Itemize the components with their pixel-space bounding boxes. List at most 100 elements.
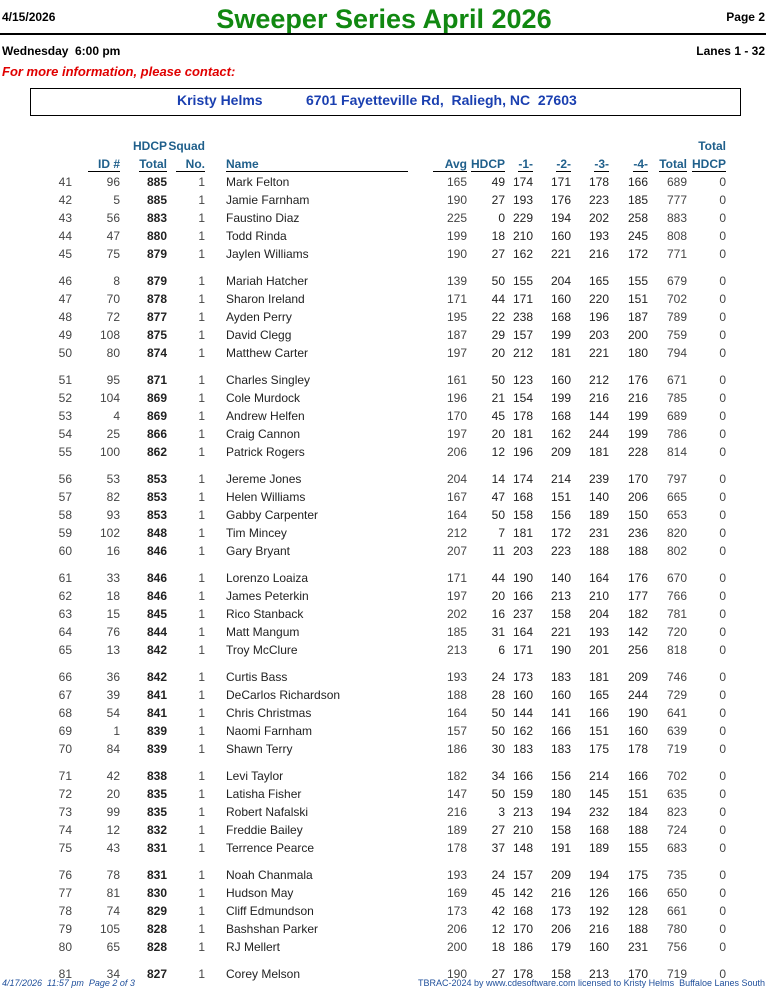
cell: 167 xyxy=(446,490,467,504)
cell: 820 xyxy=(666,526,687,540)
cell: 1 xyxy=(198,391,205,405)
cell: 885 xyxy=(146,175,167,189)
cell: 209 xyxy=(627,670,648,684)
rank: 67 xyxy=(58,688,72,702)
cell: 108 xyxy=(99,328,120,342)
cell: 1 xyxy=(198,904,205,918)
cell: 158 xyxy=(550,823,571,837)
cell: 212 xyxy=(446,526,467,540)
bowler-name: DeCarlos Richardson xyxy=(226,688,341,702)
cell: 0 xyxy=(719,688,726,702)
bowler-name: Todd Rinda xyxy=(226,229,287,243)
cell: 65 xyxy=(106,940,120,954)
column-header: No. xyxy=(175,157,205,172)
cell: 45 xyxy=(491,886,505,900)
cell: 0 xyxy=(719,310,726,324)
bowler-name: Gabby Carpenter xyxy=(226,508,319,522)
cell: 182 xyxy=(446,769,467,783)
cell: 223 xyxy=(588,193,609,207)
cell: 164 xyxy=(512,625,533,639)
cell: 140 xyxy=(550,571,571,585)
cell: 639 xyxy=(666,724,687,738)
rank: 61 xyxy=(58,571,72,585)
cell: 202 xyxy=(588,211,609,225)
column-header: HDCP xyxy=(470,157,505,172)
cell: 196 xyxy=(446,391,467,405)
cell: 144 xyxy=(512,706,533,720)
cell: 1 xyxy=(198,706,205,720)
time: 6:00 pm xyxy=(75,44,121,58)
cell: 1 xyxy=(198,229,205,243)
rank: 53 xyxy=(58,409,72,423)
cell: 689 xyxy=(666,409,687,423)
rule xyxy=(0,33,766,35)
cell: 845 xyxy=(146,607,167,621)
cell: 209 xyxy=(550,868,571,882)
rank: 75 xyxy=(58,841,72,855)
cell: 194 xyxy=(588,868,609,882)
cell: 174 xyxy=(512,472,533,486)
cell: 183 xyxy=(550,670,571,684)
cell: 0 xyxy=(719,508,726,522)
cell: 156 xyxy=(550,769,571,783)
cell: 165 xyxy=(588,274,609,288)
cell: 1 xyxy=(198,490,205,504)
cell: 194 xyxy=(550,211,571,225)
column-header: Total xyxy=(139,157,167,172)
cell: 16 xyxy=(106,544,120,558)
cell: 142 xyxy=(512,886,533,900)
cell: 160 xyxy=(588,940,609,954)
cell: 187 xyxy=(627,310,648,324)
bowler-name: Tim Mincey xyxy=(226,526,287,540)
cell: 178 xyxy=(512,967,533,981)
rank: 48 xyxy=(58,310,72,324)
cell: 50 xyxy=(491,706,505,720)
bowler-name: Mariah Hatcher xyxy=(226,274,309,288)
cell: 187 xyxy=(446,328,467,342)
cell: 1 xyxy=(198,643,205,657)
cell: 99 xyxy=(106,805,120,819)
bowler-name: Ayden Perry xyxy=(226,310,292,324)
cell: 0 xyxy=(719,373,726,387)
cell: 239 xyxy=(588,472,609,486)
cell: 34 xyxy=(106,967,120,981)
cell: 866 xyxy=(146,427,167,441)
cell: 166 xyxy=(550,724,571,738)
cell: 841 xyxy=(146,688,167,702)
cell: 216 xyxy=(588,247,609,261)
bowler-name: Terrence Pearce xyxy=(226,841,315,855)
cell: 202 xyxy=(446,607,467,621)
cell: 1 xyxy=(198,292,205,306)
cell: 220 xyxy=(588,292,609,306)
cell: 168 xyxy=(550,409,571,423)
cell: 216 xyxy=(446,805,467,819)
cell: 96 xyxy=(106,175,120,189)
cell: 169 xyxy=(446,886,467,900)
cell: 160 xyxy=(550,373,571,387)
cell: 650 xyxy=(666,886,687,900)
cell: 1 xyxy=(198,967,205,981)
rank: 56 xyxy=(58,472,72,486)
bowler-name: Jaylen Williams xyxy=(226,247,309,261)
cell: 128 xyxy=(627,904,648,918)
cell: 166 xyxy=(627,769,648,783)
cell: 14 xyxy=(491,472,505,486)
cell: 34 xyxy=(491,769,505,783)
cell: 44 xyxy=(491,571,505,585)
cell: 1 xyxy=(198,571,205,585)
cell: 173 xyxy=(446,904,467,918)
cell: 869 xyxy=(146,409,167,423)
rank: 73 xyxy=(58,805,72,819)
cell: 635 xyxy=(666,787,687,801)
rank: 43 xyxy=(58,211,72,225)
cell: 842 xyxy=(146,670,167,684)
cell: 0 xyxy=(719,229,726,243)
cell: 37 xyxy=(491,841,505,855)
cell: 142 xyxy=(627,625,648,639)
cell: 20 xyxy=(491,589,505,603)
cell: 200 xyxy=(627,328,648,342)
cell: 22 xyxy=(491,310,505,324)
cell: 43 xyxy=(106,841,120,855)
cell: 78 xyxy=(106,868,120,882)
cell: 216 xyxy=(588,391,609,405)
